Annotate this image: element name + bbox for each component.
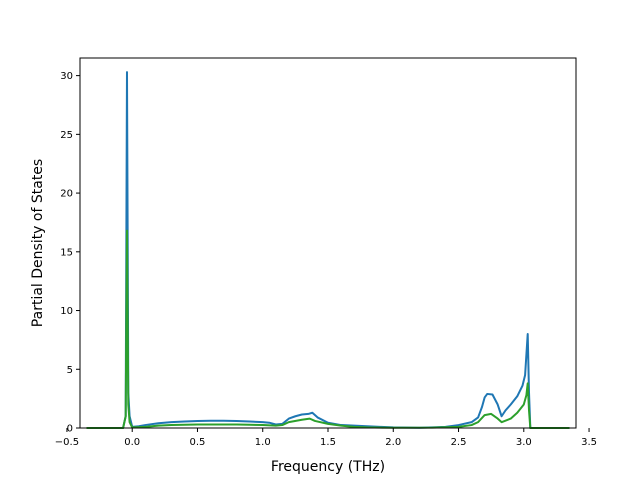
- x-tick-label: 0.0: [124, 437, 140, 448]
- x-tick-label: 1.5: [320, 437, 336, 448]
- x-tick-label: −0.5: [55, 437, 79, 448]
- y-axis-label: Partial Density of States: [30, 159, 46, 327]
- x-tick-label: 2.0: [385, 437, 401, 448]
- x-tick-label: 3.5: [581, 437, 597, 448]
- plot-background: [80, 58, 576, 428]
- y-tick-label: 10: [60, 306, 73, 317]
- y-tick-label: 0: [67, 424, 73, 435]
- x-tick-label: 1.0: [255, 437, 271, 448]
- x-tick-label: 2.5: [451, 437, 467, 448]
- x-tick-label: 0.5: [190, 437, 206, 448]
- series-line-2: [86, 229, 570, 429]
- x-axis-label: Frequency (THz): [271, 459, 385, 475]
- series-layer: [86, 71, 570, 429]
- y-ticks: 0 5 10 15 20 25 30: [60, 71, 80, 435]
- y-tick-label: 30: [60, 71, 73, 82]
- y-tick-label: 5: [67, 365, 73, 376]
- series-line-1: [86, 71, 570, 429]
- x-tick-label: 3.0: [516, 437, 532, 448]
- y-tick-label: 25: [60, 130, 73, 141]
- x-ticks: −0.5 0.0 0.5 1.0 1.5 2.0 2.5 3.0 3.5: [55, 428, 597, 448]
- y-tick-label: 15: [60, 247, 73, 258]
- y-tick-label: 20: [60, 189, 73, 200]
